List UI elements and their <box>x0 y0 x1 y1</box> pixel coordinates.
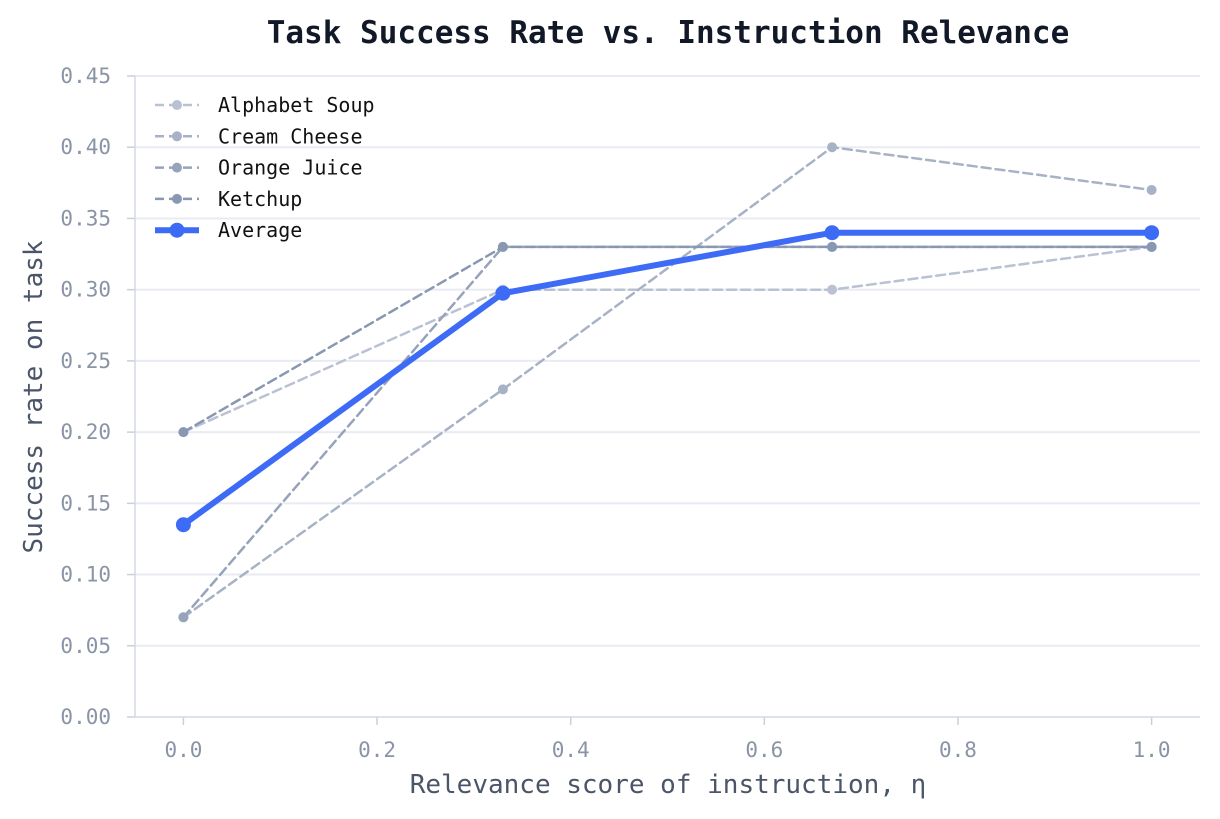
y-tick-label: 0.20 <box>60 420 111 444</box>
x-tick-label: 0.2 <box>358 738 396 762</box>
x-tick-label: 0.0 <box>164 738 202 762</box>
x-tick-label: 0.6 <box>745 738 783 762</box>
series-line-cream-cheese <box>182 145 1153 619</box>
legend-item-cream-cheese: Cream Cheese <box>155 124 363 148</box>
legend-marker <box>172 131 182 142</box>
y-tick-label: 0.35 <box>60 206 111 230</box>
data-point-ketchup <box>827 241 838 252</box>
data-point-alphabet-soup <box>827 284 838 295</box>
data-point-average <box>175 517 191 533</box>
legend-label: Alphabet Soup <box>218 93 375 117</box>
y-tick-label: 0.40 <box>60 135 111 159</box>
y-tick-label: 0.10 <box>60 563 111 587</box>
legend-marker <box>169 222 185 238</box>
legend-marker <box>172 100 182 110</box>
legend-item-orange-juice: Orange Juice <box>155 156 363 180</box>
x-tick-label: 1.0 <box>1133 738 1171 762</box>
y-tick-label: 0.45 <box>60 64 111 88</box>
tick-labels: 0.00 0.05 0.10 0.15 0.20 0.25 0.30 0.35 0.40 0.45… <box>60 64 1170 762</box>
legend-item-average: Average <box>155 218 302 242</box>
y-tick-label: 0.00 <box>60 705 111 729</box>
legend-item-ketchup: Ketchup <box>155 187 302 211</box>
data-point-cream-cheese <box>497 384 508 395</box>
legend-label: Average <box>218 218 302 242</box>
data-point-ketchup <box>1146 241 1157 252</box>
x-tick-label: 0.4 <box>552 738 590 762</box>
data-point-orange-juice <box>178 612 189 623</box>
legend-label: Ketchup <box>218 187 302 211</box>
data-point-ketchup <box>497 241 508 252</box>
chart-title: Task Success Rate vs. Instruction Releva… <box>267 15 1070 51</box>
data-point-cream-cheese <box>827 142 838 153</box>
data-point-average <box>495 285 511 301</box>
y-tick-label: 0.30 <box>60 278 111 302</box>
y-tick-label: 0.25 <box>60 349 111 373</box>
y-axis-label: Success rate on task <box>19 240 49 553</box>
axes <box>127 75 1200 725</box>
legend-label: Cream Cheese <box>218 124 363 148</box>
series-line-alphabet-soup <box>182 245 1153 434</box>
legend-marker <box>172 193 182 204</box>
data-point-ketchup <box>178 427 189 438</box>
x-axis-label: Relevance score of instruction, η <box>410 770 927 800</box>
y-tick-label: 0.05 <box>60 634 111 658</box>
data-point-average <box>1144 225 1160 241</box>
series-line-ketchup <box>182 245 1153 434</box>
legend-item-alphabet-soup: Alphabet Soup <box>155 93 375 117</box>
data-point-average <box>824 225 840 241</box>
x-tick-label: 0.8 <box>939 738 977 762</box>
data-point-cream-cheese <box>1146 184 1157 195</box>
legend-label: Orange Juice <box>218 156 363 180</box>
series-line-average <box>180 229 1155 528</box>
series-group <box>175 142 1160 623</box>
legend-marker <box>172 162 182 173</box>
y-tick-label: 0.15 <box>60 491 111 515</box>
legend: Alphabet Soup Cream Cheese Orange Juice Ket… <box>155 93 375 242</box>
